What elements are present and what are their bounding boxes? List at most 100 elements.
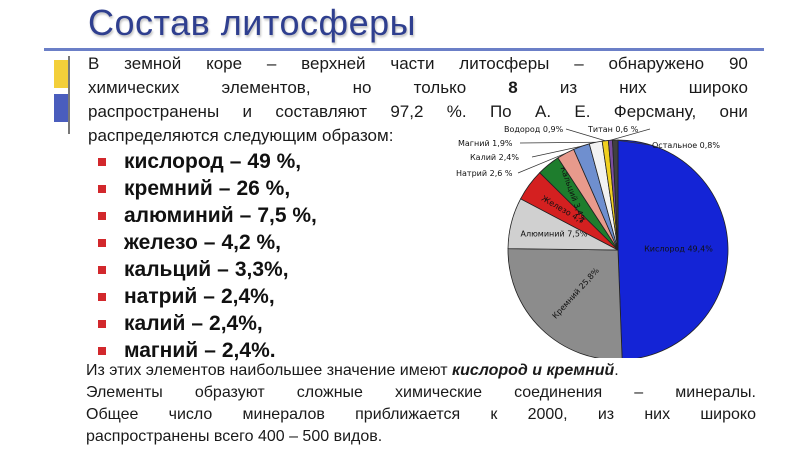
word: приближается bbox=[355, 406, 461, 423]
word: к bbox=[490, 406, 498, 423]
outro-line-3: Общее число минералов приближается к 200… bbox=[56, 404, 756, 426]
element-value: 4,2 %, bbox=[221, 230, 282, 254]
word: из bbox=[597, 406, 615, 423]
word: соединения bbox=[514, 384, 603, 401]
word: распределяются следующим образом: bbox=[88, 126, 394, 145]
element-value: 49 %, bbox=[247, 149, 302, 173]
word: них bbox=[619, 78, 647, 97]
element-name: кремний bbox=[124, 176, 213, 200]
pie-slice-label: Титан 0,6 % bbox=[587, 125, 639, 134]
intro-paragraph: В земной коре – верхней части литосферы … bbox=[88, 52, 748, 148]
word: Элементы bbox=[86, 384, 163, 401]
word-bold-number: 8 bbox=[508, 78, 518, 97]
bullet-icon bbox=[98, 346, 106, 355]
element-name: кальций bbox=[124, 257, 212, 281]
list-item: калий – 2,4%, bbox=[98, 310, 317, 337]
dash: – bbox=[191, 311, 204, 335]
list-item: магний – 2,4%. bbox=[98, 337, 317, 364]
word: 90 bbox=[728, 54, 748, 73]
dash: – bbox=[229, 149, 242, 173]
outro-text: . bbox=[614, 362, 619, 379]
list-item: кислород – 49 %, bbox=[98, 148, 317, 175]
intro-line-1: В земной коре – верхней части литосферы … bbox=[88, 52, 748, 76]
element-value: 2,4%, bbox=[209, 311, 263, 335]
outro-paragraph: Из этих элементов наибольшее значение им… bbox=[56, 360, 756, 448]
word: – bbox=[574, 54, 584, 73]
element-value: 3,3%, bbox=[234, 257, 289, 281]
pie-slice bbox=[507, 248, 623, 358]
decor-yellow-block bbox=[54, 60, 68, 88]
word: В bbox=[88, 54, 100, 73]
pie-leader-line bbox=[519, 141, 596, 144]
word: литосферы bbox=[459, 54, 550, 73]
word: распространены bbox=[88, 102, 220, 121]
pie-slice-label: Магний 1,9% bbox=[458, 139, 513, 148]
word: Ферсману, bbox=[613, 102, 697, 121]
elements-list: кислород – 49 %, кремний – 26 %, алюмини… bbox=[98, 148, 317, 364]
decor-blue-block bbox=[54, 94, 68, 122]
bullet-icon bbox=[98, 157, 106, 166]
pie-leader-line bbox=[565, 128, 606, 142]
word: земной bbox=[124, 54, 182, 73]
element-name: кислород bbox=[124, 149, 224, 173]
dash: – bbox=[204, 338, 216, 362]
pie-slice-label: Кислород 49,4% bbox=[644, 244, 713, 253]
word: 2000, bbox=[527, 406, 568, 423]
bullet-icon bbox=[98, 292, 106, 301]
word: части bbox=[390, 54, 435, 73]
element-name: калий bbox=[124, 311, 186, 335]
pie-slice bbox=[617, 139, 729, 358]
pie-slice-label: Калий 2,4% bbox=[470, 153, 519, 162]
list-item: железо – 4,2 %, bbox=[98, 229, 317, 256]
word: 97,2 bbox=[390, 102, 424, 121]
word: химические bbox=[395, 384, 482, 401]
bullet-icon bbox=[98, 265, 106, 274]
word: По bbox=[489, 102, 512, 121]
outro-line-2: Элементы образуют сложные химические сое… bbox=[56, 382, 756, 404]
word: минералы. bbox=[675, 384, 756, 401]
word: и bbox=[242, 102, 253, 121]
word: Е. bbox=[574, 102, 591, 121]
element-name: магний bbox=[124, 338, 199, 362]
bullet-icon bbox=[98, 211, 106, 220]
word: но bbox=[352, 78, 372, 97]
dash: – bbox=[203, 284, 215, 308]
word: %. bbox=[446, 102, 467, 121]
lithosphere-pie-chart: Кислород 49,4%Кремний 25,8%Алюминий 7,5%… bbox=[456, 125, 729, 358]
word: – bbox=[634, 384, 644, 401]
outro-emphasis: кислород и кремний bbox=[452, 362, 615, 379]
element-name: алюминий bbox=[124, 203, 234, 227]
title-underline bbox=[44, 48, 764, 51]
word: число bbox=[168, 406, 213, 423]
pie-leader-line bbox=[517, 152, 566, 174]
list-item: кремний – 26 %, bbox=[98, 175, 317, 202]
pie-slice-label: Алюминий 7,5% bbox=[520, 229, 587, 238]
word: элементов, bbox=[221, 78, 311, 97]
word: коре bbox=[206, 54, 243, 73]
outro-line-1: Из этих элементов наибольшее значение им… bbox=[56, 360, 756, 382]
word: обнаружено bbox=[608, 54, 705, 73]
bullet-icon bbox=[98, 319, 106, 328]
outro-line-4: распространены всего 400 – 500 видов. bbox=[56, 426, 756, 448]
word: А. bbox=[534, 102, 552, 121]
bullet-icon bbox=[98, 238, 106, 247]
element-name: железо bbox=[124, 230, 198, 254]
word: широко bbox=[688, 78, 748, 97]
word: химических bbox=[88, 78, 180, 97]
slide-title: Состав литосферы bbox=[88, 2, 417, 43]
pie-slice-label: Водород 0,9% bbox=[504, 125, 564, 134]
pie-slice bbox=[612, 139, 619, 251]
word: сложные bbox=[296, 384, 363, 401]
bullet-icon bbox=[98, 184, 106, 193]
intro-line-2: химических элементов, но только 8 из них… bbox=[88, 76, 748, 100]
pie-slice-label: Натрий 2,6 % bbox=[456, 169, 513, 178]
pie-leader-line bbox=[610, 128, 651, 141]
dash: – bbox=[203, 230, 216, 254]
word: – bbox=[266, 54, 277, 73]
pie-leader-line bbox=[615, 139, 651, 146]
word: верхней bbox=[301, 54, 366, 73]
dash: – bbox=[239, 203, 252, 227]
pie-slice-label: Остальное 0,8% bbox=[652, 141, 720, 150]
word: составляют bbox=[275, 102, 367, 121]
word: они bbox=[719, 102, 748, 121]
